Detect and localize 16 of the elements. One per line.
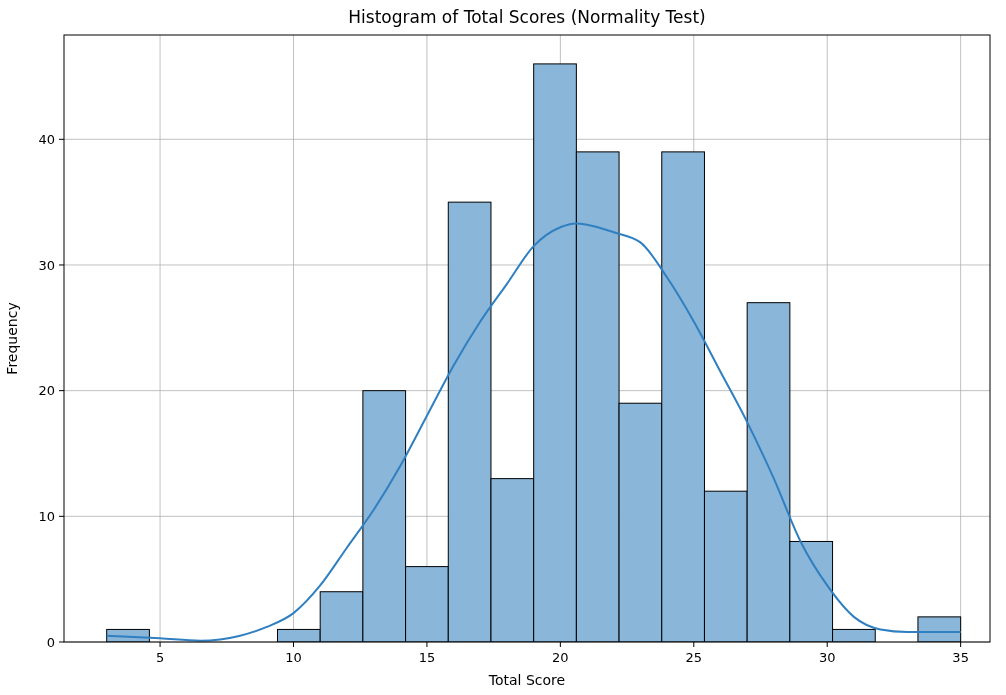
x-tick-label: 5	[155, 650, 165, 665]
x-tick-label: 35	[952, 650, 969, 665]
x-tick-label: 15	[418, 650, 436, 665]
x-tick-label: 10	[285, 650, 302, 665]
y-tick-label: 10	[38, 508, 55, 524]
y-tick-label: 0	[46, 634, 55, 650]
x-tick-label: 30	[818, 650, 836, 665]
y-tick-label: 40	[38, 131, 55, 147]
x-axis-title: Total Score	[487, 672, 566, 688]
x-tick-label: 25	[685, 650, 703, 665]
line-series	[105, 222, 962, 642]
y-tick-label: 20	[38, 383, 55, 399]
chart-title: Histogram of Total Scores (Normality Test)	[348, 7, 706, 27]
x-tick-label: 20	[552, 650, 569, 665]
y-tick-label: 30	[38, 257, 55, 273]
y-axis-title: Frequency	[4, 302, 20, 375]
